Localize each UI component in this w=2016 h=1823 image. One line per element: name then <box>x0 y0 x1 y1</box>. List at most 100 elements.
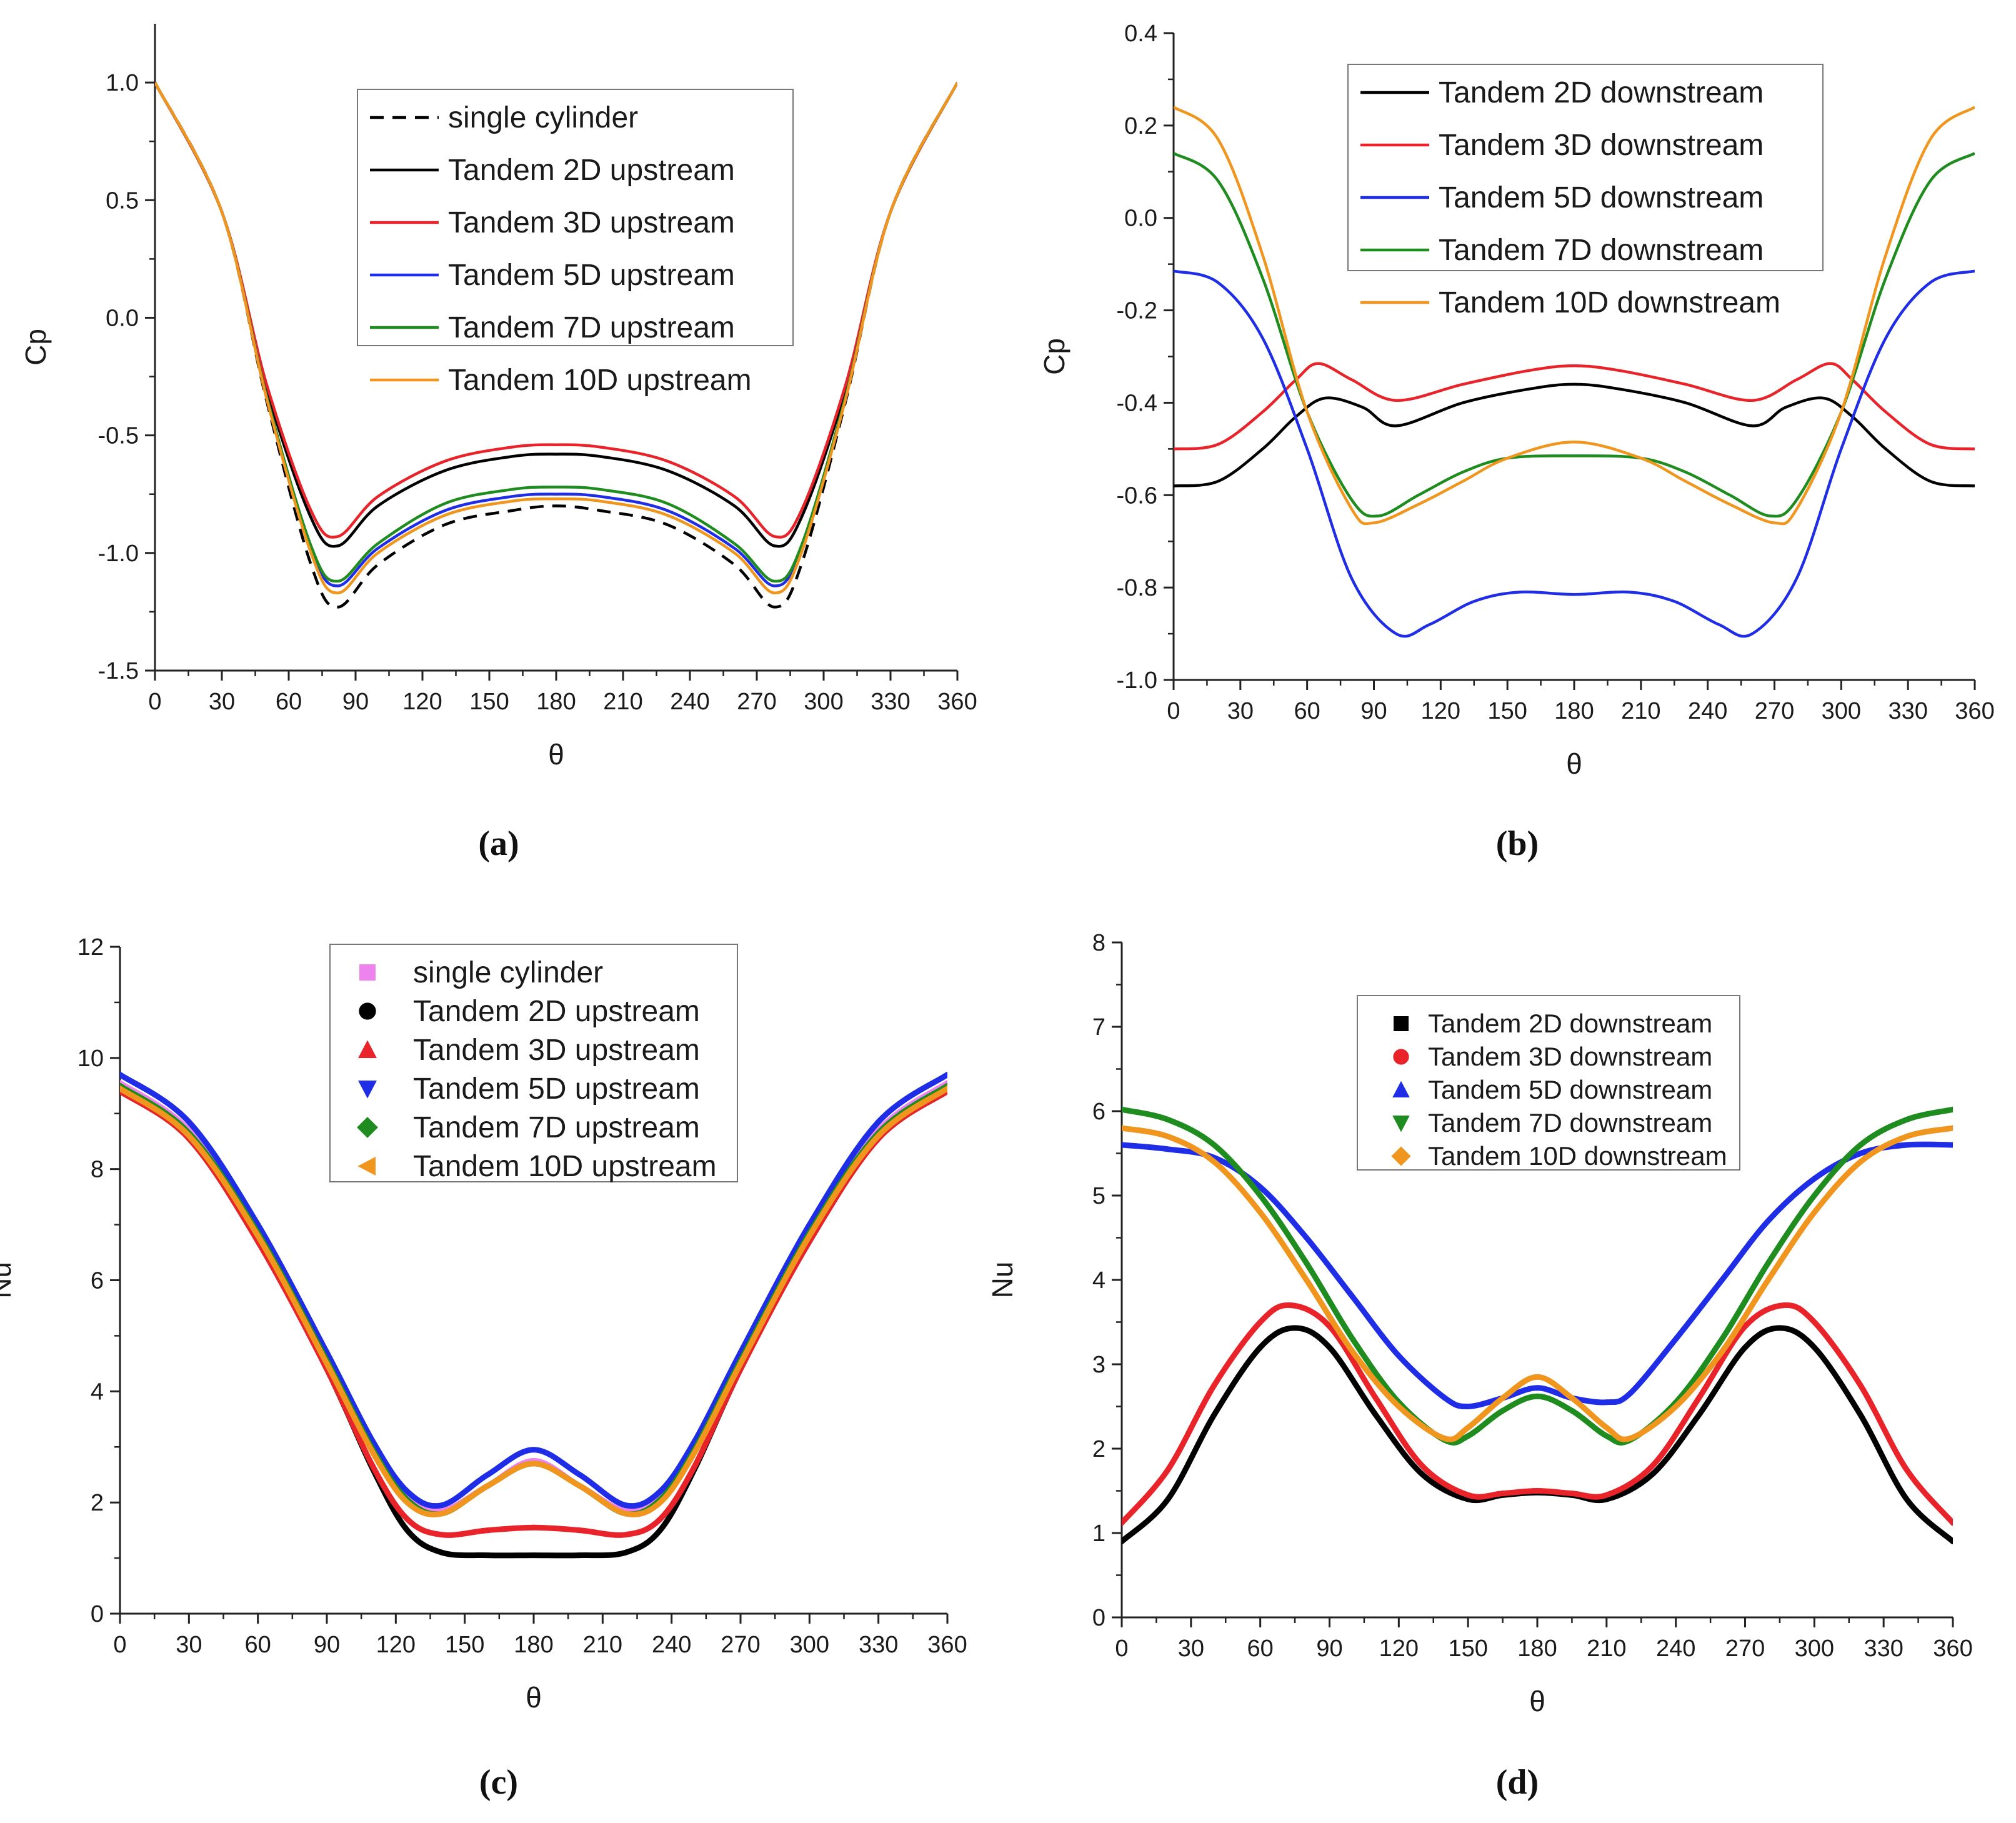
x-tick-label: 30 <box>176 1632 202 1658</box>
data-point <box>1904 1496 1910 1502</box>
legend-item: Tandem 3D upstream <box>370 206 735 239</box>
series-curve-d-0 <box>1122 1325 1953 1544</box>
data-point <box>1122 1125 1125 1131</box>
x-tick-label: 120 <box>1421 698 1460 724</box>
x-tick-label: 180 <box>536 689 576 715</box>
y-axis-label: Cp <box>19 329 52 366</box>
x-tick-label: 150 <box>1487 698 1527 724</box>
data-point <box>657 1499 663 1506</box>
data-point <box>404 1499 411 1506</box>
data-point <box>1465 1433 1471 1439</box>
data-point <box>1777 1325 1783 1331</box>
x-tick-label: 120 <box>402 689 442 715</box>
y-tick-label: -0.5 <box>98 423 139 449</box>
data-point <box>577 1527 583 1534</box>
data-point <box>1257 1344 1264 1351</box>
legend-label: Tandem 2D downstream <box>1439 76 1764 109</box>
x-tick-label: 210 <box>1587 1636 1626 1662</box>
x-tick-label: 0 <box>148 689 161 715</box>
legend-marker <box>1392 1081 1410 1097</box>
y-tick-label: -1.5 <box>98 658 139 684</box>
data-point <box>1304 1260 1310 1266</box>
data-point <box>120 1086 123 1092</box>
legend-box <box>329 944 738 1182</box>
data-point <box>1696 1395 1702 1401</box>
data-point <box>1122 1520 1125 1526</box>
data-point <box>1950 1520 1953 1526</box>
legend-marker <box>359 964 376 981</box>
data-point <box>1719 1349 1725 1355</box>
x-axis-label: θ <box>1529 1685 1545 1717</box>
legend: single cylinder Tandem 2D upstream Tandem … <box>357 89 794 397</box>
legend-item: Tandem 5D upstream <box>370 259 735 292</box>
legend-item: Tandem 7D downstream <box>1360 234 1764 267</box>
data-point <box>944 1072 947 1078</box>
data-point <box>1211 1412 1217 1418</box>
x-tick-label: 360 <box>927 1632 967 1658</box>
legend-label: Tandem 5D upstream <box>448 259 735 292</box>
x-tick-label: 240 <box>670 689 709 715</box>
data-point <box>1122 1106 1125 1112</box>
x-tick-label: 30 <box>1178 1636 1204 1662</box>
data-point <box>1604 1424 1610 1431</box>
data-point <box>1742 1323 1748 1329</box>
x-tick-label: 120 <box>376 1632 416 1658</box>
data-point <box>876 1119 882 1125</box>
legend-box <box>1347 64 1824 271</box>
data-point <box>1627 1391 1633 1397</box>
legend-item: single cylinder <box>370 101 638 134</box>
y-tick-label: 0.4 <box>1124 21 1157 47</box>
legend-item: Tandem 2D downstream <box>1360 76 1764 109</box>
data-point <box>1950 1539 1953 1544</box>
x-tick-label: 240 <box>1656 1636 1695 1662</box>
y-tick-label: 3 <box>1092 1352 1105 1378</box>
data-point <box>1442 1395 1448 1401</box>
plot-area <box>120 1072 947 1559</box>
legend-label: Tandem 2D downstream <box>1428 1009 1712 1038</box>
legend-item: Tandem 5D downstream <box>1392 1075 1712 1104</box>
data-point <box>1811 1344 1817 1351</box>
data-point <box>1165 1146 1171 1152</box>
y-tick-label: 2 <box>91 1490 104 1516</box>
x-tick-label: 60 <box>1247 1636 1274 1662</box>
data-point <box>1304 1235 1310 1241</box>
data-point <box>1904 1142 1910 1148</box>
legend-label: Tandem 7D upstream <box>448 311 735 344</box>
data-point <box>531 1461 537 1467</box>
legend-label: Tandem 10D downstream <box>1428 1141 1727 1171</box>
panel-label: (d) <box>1496 1763 1539 1802</box>
data-point <box>1372 1412 1379 1418</box>
data-point <box>1604 1492 1610 1498</box>
x-tick-label: 90 <box>1360 698 1387 724</box>
data-point <box>1372 1395 1379 1401</box>
legend-item: Tandem 2D downstream <box>1394 1009 1712 1038</box>
data-point <box>1419 1462 1425 1469</box>
y-tick-label: 0.2 <box>1124 113 1157 139</box>
legend-item: Tandem 7D upstream <box>370 311 735 344</box>
x-tick-label: 210 <box>1621 698 1660 724</box>
data-point <box>186 1132 192 1139</box>
data-point <box>1465 1492 1471 1498</box>
legend-box <box>1357 995 1740 1171</box>
y-tick-label: 0.0 <box>106 305 139 331</box>
legend-marker <box>357 1117 378 1138</box>
legend-label: Tandem 2D upstream <box>448 154 735 187</box>
legend-item: Tandem 10D downstream <box>1391 1141 1727 1171</box>
x-tick-label: 60 <box>245 1632 271 1658</box>
legend-marker <box>357 1157 376 1176</box>
x-axis-label: θ <box>1566 747 1582 780</box>
data-point <box>1719 1336 1725 1342</box>
legend: Tandem 2D downstream Tandem 3D downstream… <box>1347 64 1824 319</box>
data-point <box>1569 1407 1575 1414</box>
data-point <box>1719 1277 1725 1283</box>
data-point <box>944 1086 947 1092</box>
legend-label: Tandem 7D downstream <box>1439 234 1764 267</box>
x-tick-label: 240 <box>652 1632 691 1658</box>
data-point <box>1857 1151 1864 1156</box>
x-tick-label: 360 <box>937 689 977 715</box>
x-tick-label: 330 <box>1888 698 1927 724</box>
legend-label: Tandem 7D downstream <box>1428 1108 1712 1137</box>
x-tick-label: 180 <box>514 1632 553 1658</box>
y-tick-label: -0.4 <box>1117 390 1157 416</box>
data-point <box>577 1482 583 1489</box>
